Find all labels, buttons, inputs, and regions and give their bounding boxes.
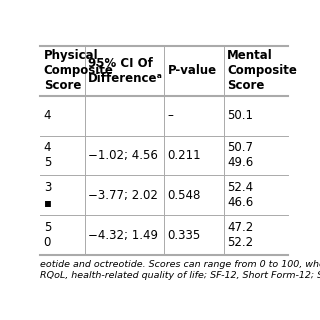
Text: −4.32; 1.49: −4.32; 1.49 xyxy=(88,229,158,242)
Bar xyxy=(40,96,288,136)
Text: 4: 4 xyxy=(44,109,51,122)
Text: 0.211: 0.211 xyxy=(168,149,201,162)
Text: −1.02; 4.56: −1.02; 4.56 xyxy=(88,149,158,162)
Bar xyxy=(40,46,288,96)
Text: eotide and octreotide. Scores can range from 0 to 100, where higher s
RQoL, heal: eotide and octreotide. Scores can range … xyxy=(40,260,320,280)
Text: 5
0: 5 0 xyxy=(44,221,51,249)
Text: –: – xyxy=(168,109,173,122)
Text: 52.4
46.6: 52.4 46.6 xyxy=(227,181,253,209)
Text: 50.1: 50.1 xyxy=(227,109,253,122)
Text: Physical
Composite
Score: Physical Composite Score xyxy=(44,49,114,92)
Text: P-value: P-value xyxy=(168,64,217,77)
Text: 0.548: 0.548 xyxy=(168,189,201,202)
Text: Mental
Composite
Score: Mental Composite Score xyxy=(227,49,297,92)
Text: 50.7
49.6: 50.7 49.6 xyxy=(227,141,253,170)
Bar xyxy=(40,136,288,175)
Text: −3.77; 2.02: −3.77; 2.02 xyxy=(88,189,158,202)
Text: 0.335: 0.335 xyxy=(168,229,201,242)
Text: 47.2
52.2: 47.2 52.2 xyxy=(227,221,253,249)
Bar xyxy=(40,215,288,255)
Text: 4
5: 4 5 xyxy=(44,141,51,170)
Text: 3
▪: 3 ▪ xyxy=(44,181,52,209)
Text: 95% CI Of
Differenceᵃ: 95% CI Of Differenceᵃ xyxy=(88,57,163,85)
Bar xyxy=(40,175,288,215)
